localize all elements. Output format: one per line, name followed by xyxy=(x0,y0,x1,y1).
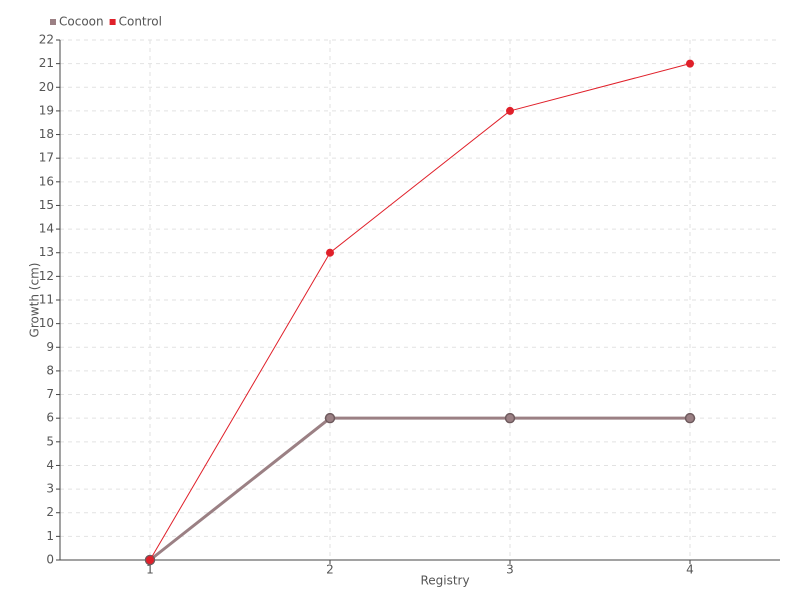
y-tick-label: 9 xyxy=(46,340,54,354)
y-tick-label: 17 xyxy=(39,151,54,165)
legend-label: Cocoon xyxy=(59,15,104,29)
y-tick-label: 20 xyxy=(39,80,54,94)
y-tick-label: 3 xyxy=(46,482,54,496)
y-tick-label: 4 xyxy=(46,458,54,472)
data-point xyxy=(504,412,516,424)
legend-label: Control xyxy=(119,15,162,29)
y-tick-label: 1 xyxy=(46,529,54,543)
y-axis-label: Growth (cm) xyxy=(28,263,42,338)
y-tick-label: 13 xyxy=(39,245,54,259)
x-tick-label: 2 xyxy=(326,563,334,577)
y-tick-label: 19 xyxy=(39,103,54,117)
legend-swatch xyxy=(109,19,116,25)
y-tick-label: 16 xyxy=(39,174,54,188)
y-tick-label: 12 xyxy=(39,269,54,283)
series-line xyxy=(149,63,691,561)
x-tick-label: 1 xyxy=(146,563,154,577)
y-tick-label: 14 xyxy=(39,222,54,236)
data-point xyxy=(146,556,154,564)
y-tick-label: 0 xyxy=(46,553,54,567)
y-tick-label: 7 xyxy=(46,387,54,401)
x-axis-label: Registry xyxy=(420,574,469,588)
data-point xyxy=(686,59,694,68)
legend-swatch xyxy=(50,19,56,25)
data-point xyxy=(506,106,514,115)
y-tick-label: 15 xyxy=(39,198,54,212)
y-tick-label: 6 xyxy=(46,411,54,425)
y-tick-label: 2 xyxy=(46,505,54,519)
x-tick-label: 3 xyxy=(506,563,514,577)
y-tick-label: 10 xyxy=(39,316,54,330)
data-point xyxy=(684,412,696,424)
x-tick-label: 4 xyxy=(686,563,694,577)
y-tick-label: 8 xyxy=(46,363,54,377)
data-point xyxy=(324,412,336,424)
y-tick-label: 21 xyxy=(39,56,54,70)
y-tick-label: 22 xyxy=(39,33,54,47)
y-tick-label: 18 xyxy=(39,127,54,141)
series-line xyxy=(149,416,690,562)
data-point xyxy=(326,248,334,257)
y-tick-label: 5 xyxy=(46,434,54,448)
y-tick-label: 11 xyxy=(39,293,54,307)
